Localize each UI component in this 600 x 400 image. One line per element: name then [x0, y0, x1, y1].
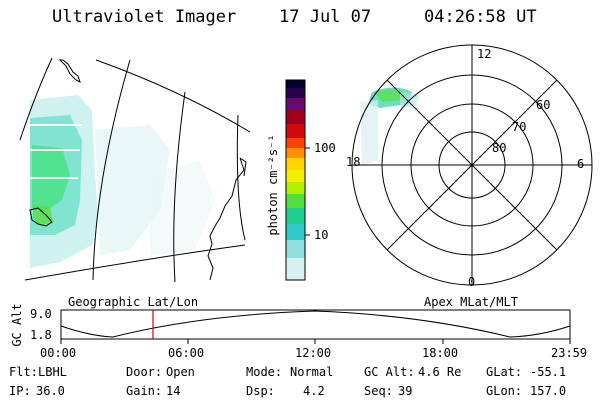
colorbar-tick-100: 100: [314, 141, 336, 155]
alt-ytick-max: 9.0: [30, 307, 52, 321]
gcalt-label: GC Alt:: [364, 365, 415, 379]
auroral-emission-geo: [30, 95, 215, 268]
mode-label: Mode:: [246, 365, 283, 379]
seq-value: 39: [398, 384, 413, 398]
lat-label-80: 80: [492, 141, 507, 155]
seq-label: Seq:: [364, 384, 393, 398]
lat-label-70: 70: [512, 120, 527, 134]
lat-label-60: 60: [536, 98, 551, 112]
alt-xtick-1800: 18:00: [422, 346, 459, 360]
dsp-label: Dsp:: [246, 384, 275, 398]
ip-label: IP:: [9, 384, 31, 398]
mlt-label-0: 0: [468, 275, 476, 289]
polar-plot: [351, 44, 593, 286]
flt-value: LBHL: [38, 365, 67, 379]
colorbar-tick-10: 10: [314, 228, 329, 242]
alt-xtick-0000: 00:00: [40, 346, 77, 360]
mode-value: Normal: [290, 365, 334, 379]
dsp-value: 4.2: [303, 384, 325, 398]
mlt-label-6: 6: [577, 157, 585, 171]
gcalt-value: 4.6 Re: [418, 365, 462, 379]
glat-value: -55.1: [530, 365, 567, 379]
gain-value: 14: [166, 384, 181, 398]
door-label: Door:: [126, 365, 163, 379]
app-title: Ultraviolet Imager: [52, 7, 237, 27]
alt-xtick-0600: 06:00: [168, 346, 205, 360]
altitude-plot: [60, 309, 571, 344]
gain-label: Gain:: [126, 384, 163, 398]
alt-xtick-2359: 23:59: [551, 346, 588, 360]
glon-label: GLon:: [486, 384, 523, 398]
mlt-label-18: 18: [346, 155, 361, 169]
colorbar-label: photon cm⁻²s⁻¹: [266, 134, 280, 236]
glon-value: 157.0: [530, 384, 567, 398]
geographic-map: [19, 57, 251, 283]
header-time: 04:26:58 UT: [424, 7, 537, 27]
header-date: 17 Jul 07: [279, 7, 372, 27]
geo-panel-label: Geographic Lat/Lon: [68, 295, 199, 309]
ip-value: 36.0: [36, 384, 65, 398]
alt-ylabel: GC Alt: [10, 303, 24, 347]
alt-ytick-min: 1.8: [30, 328, 52, 342]
polar-panel-label: Apex MLat/MLT: [424, 295, 518, 309]
mlt-label-12: 12: [477, 47, 492, 61]
alt-xtick-1200: 12:00: [295, 346, 332, 360]
door-value: Open: [166, 365, 195, 379]
flt-label: Flt:: [9, 365, 38, 379]
colorbar: [285, 79, 310, 281]
glat-label: GLat:: [486, 365, 523, 379]
